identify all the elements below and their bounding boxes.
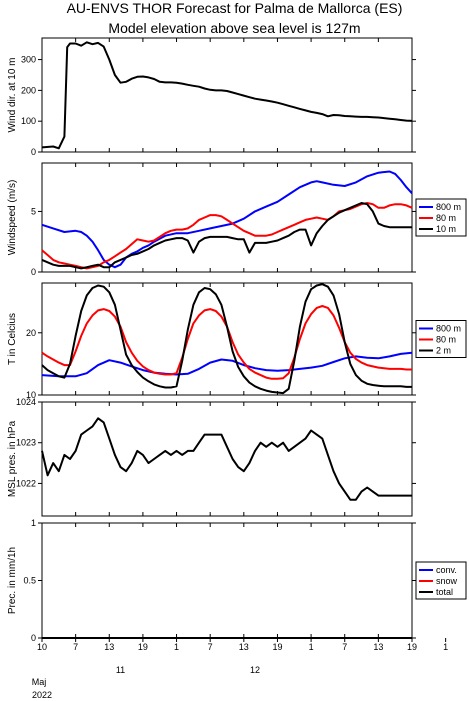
- y-tick-label: 5: [31, 206, 36, 216]
- legend-label: 10 m: [436, 224, 456, 234]
- series-line-10-m: [41, 202, 412, 270]
- plot-frame: [41, 37, 413, 153]
- y-tick-label: 10: [26, 390, 36, 400]
- month-label: Maj: [32, 677, 47, 687]
- y-axis-label: Prec. in mm/1h: [7, 547, 18, 614]
- legend-label: 800 m: [436, 324, 461, 334]
- series-line-80-m: [41, 305, 412, 380]
- plot-frame: [41, 282, 413, 396]
- legend-label: 800 m: [436, 202, 461, 212]
- year-label: 2022: [32, 690, 52, 700]
- plot-frame: [41, 522, 413, 639]
- legend-label: 80 m: [436, 213, 456, 223]
- y-tick-label: 20: [26, 328, 36, 338]
- y-tick-label: 1: [31, 518, 36, 528]
- y-tick-label: 0: [31, 147, 36, 157]
- y-axis-label: T in Celcius: [7, 313, 18, 365]
- y-axis-label: Wind dir. at 10 m: [7, 57, 18, 132]
- legend-label: total: [436, 587, 453, 597]
- series-line-main: [41, 417, 412, 501]
- x-tick-label: 10: [37, 642, 47, 652]
- y-tick-label: 1024: [16, 397, 36, 407]
- y-tick-label: 100: [21, 116, 36, 126]
- y-tick-label: 200: [21, 85, 36, 95]
- y-tick-label: 1022: [16, 478, 36, 488]
- series-line-main: [41, 41, 413, 150]
- x-tick-label: 19: [407, 642, 417, 652]
- series-line-800-m: [41, 351, 413, 378]
- x-tick-label: 19: [272, 642, 282, 652]
- x-tick-label: 1: [309, 642, 314, 652]
- y-tick-label: 0.5: [23, 576, 36, 586]
- legend-label: 2 m: [436, 346, 451, 356]
- y-axis-label: MSL pres. in hPa: [7, 420, 18, 497]
- day-label: 11: [116, 665, 125, 675]
- series-line-80-m: [41, 202, 413, 270]
- y-axis-label: Windspeed (m/s): [7, 180, 18, 256]
- series-line-800-m: [41, 170, 413, 269]
- x-tick-label: 7: [342, 642, 347, 652]
- plot-frame: [41, 401, 413, 517]
- x-tick-label: 13: [104, 642, 114, 652]
- x-tick-label: 13: [373, 642, 383, 652]
- x-tick-label: 7: [73, 642, 78, 652]
- x-tick-label: 19: [138, 642, 148, 652]
- series-line-2-m: [41, 283, 412, 395]
- x-tick-label: 7: [208, 642, 213, 652]
- y-tick-label: 0: [31, 633, 36, 643]
- plot-frame: [41, 162, 413, 273]
- y-tick-label: 300: [21, 55, 36, 65]
- x-tick-label: 1: [174, 642, 179, 652]
- legend-label: conv.: [436, 565, 457, 575]
- title-line-2: Model elevation above sea level is 127m: [108, 20, 360, 36]
- x-tick-label: 1: [443, 642, 448, 652]
- legend-label: 80 m: [436, 335, 456, 345]
- legend-label: snow: [436, 576, 458, 586]
- title-line-1: AU-ENVS THOR Forecast for Palma de Mallo…: [67, 0, 403, 16]
- y-tick-label: 0: [31, 267, 36, 277]
- x-tick-label: 13: [239, 642, 249, 652]
- day-label: 12: [250, 665, 260, 675]
- y-tick-label: 1023: [16, 438, 36, 448]
